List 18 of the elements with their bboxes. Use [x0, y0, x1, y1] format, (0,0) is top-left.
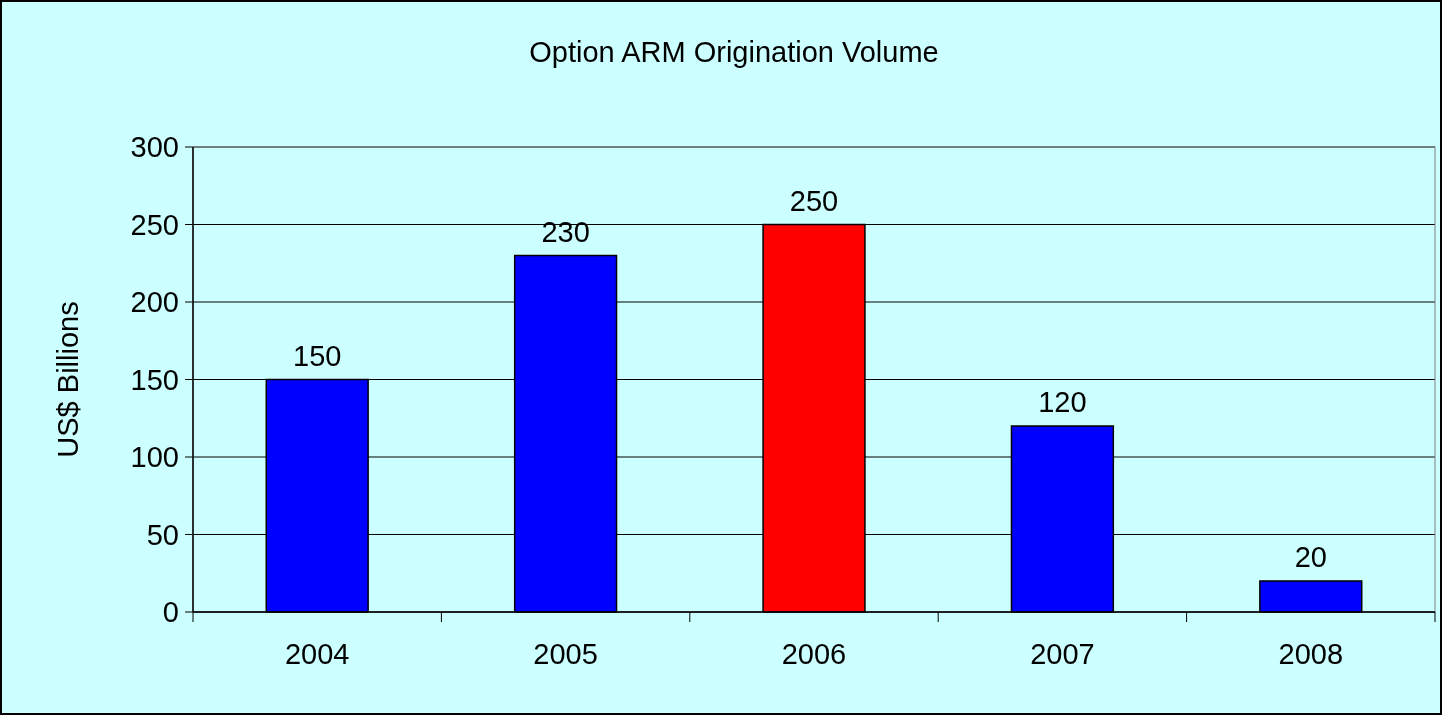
x-tick-label: 2006 [781, 638, 847, 670]
x-tick-label: 2004 [284, 638, 350, 670]
y-tick-label: 150 [130, 363, 179, 396]
y-tick-label: 200 [130, 286, 179, 319]
y-tick-label: 50 [146, 518, 179, 551]
y-tick-label: 100 [130, 441, 179, 474]
y-tick-label: 300 [130, 131, 179, 164]
data-label: 150 [293, 339, 342, 372]
y-tick-label: 250 [130, 208, 179, 241]
data-label: 20 [1294, 541, 1327, 573]
data-label: 120 [1038, 386, 1087, 418]
y-tick-label: 0 [162, 596, 179, 629]
y-axis-title: US$ Billions [52, 301, 84, 458]
x-tick-label: 2005 [533, 638, 598, 670]
x-tick-label: 2007 [1030, 638, 1095, 670]
chart-title: Option ARM Origination Volume [529, 36, 939, 68]
data-label: 250 [789, 184, 839, 217]
x-tick-label: 2008 [1278, 638, 1344, 670]
